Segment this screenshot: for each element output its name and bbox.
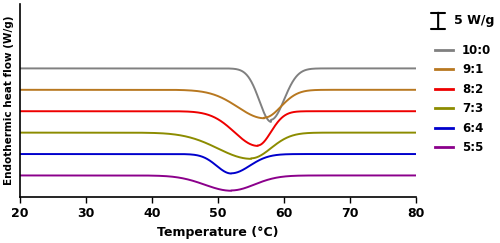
X-axis label: Temperature (°C): Temperature (°C) bbox=[158, 226, 279, 239]
Y-axis label: Endothermic heat flow (W/g): Endothermic heat flow (W/g) bbox=[4, 16, 14, 185]
Text: 5 W/g: 5 W/g bbox=[454, 14, 494, 27]
Legend: 10:0, 9:1, 8:2, 7:3, 6:4, 5:5: 10:0, 9:1, 8:2, 7:3, 6:4, 5:5 bbox=[430, 39, 496, 159]
